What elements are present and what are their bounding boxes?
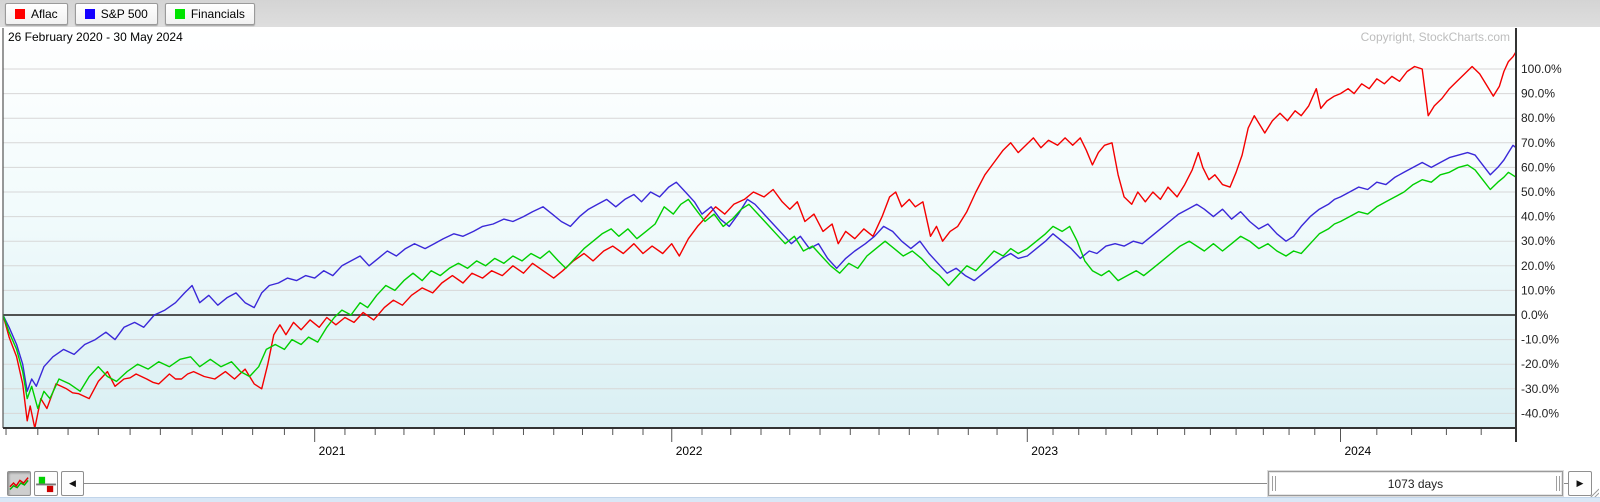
slider-grip-right-icon [1556,476,1561,491]
performance-chart: 100.0% 90.0% 80.0% 70.0% 60.0% 50.0% 40.0% 30.0… [2,28,1562,458]
date-range-label: 26 February 2020 - 30 May 2024 [8,30,183,44]
svg-text:70.0%: 70.0% [1521,136,1555,150]
sp500-color-swatch-icon [84,9,95,19]
legend-label-sp500: S&P 500 [100,7,148,21]
legend-button-sp500[interactable]: S&P 500 [74,3,158,25]
range-days-label: 1073 days [1387,476,1444,491]
histogram-chart-icon [36,476,56,492]
chart-controls-bar: ◀ 1073 days ▶ [0,468,1600,499]
legend-label-aflac: Aflac [31,7,58,21]
copyright-label: Copyright, StockCharts.com [1360,30,1510,44]
legend-button-aflac[interactable]: Aflac [5,3,68,25]
slider-grip-left-icon [1272,476,1277,491]
svg-text:50.0%: 50.0% [1521,185,1555,199]
legend-buttons: Aflac S&P 500 Financials [5,3,255,25]
svg-text:-30.0%: -30.0% [1521,382,1559,396]
right-arrow-icon: ▶ [1576,478,1584,488]
svg-text:0.0%: 0.0% [1521,308,1549,322]
line-chart-icon [9,476,29,490]
svg-text:80.0%: 80.0% [1521,111,1555,125]
range-slider-handle[interactable]: 1073 days [1268,471,1563,496]
svg-text:2022: 2022 [676,444,703,458]
financials-color-swatch-icon [174,9,185,19]
left-arrow-icon: ◀ [69,478,76,488]
histogram-mode-button[interactable] [34,471,58,496]
scroll-left-button[interactable]: ◀ [61,471,84,496]
legend-label-financials: Financials [190,7,245,21]
svg-text:100.0%: 100.0% [1521,62,1562,76]
bottom-divider-strip [0,497,1600,502]
svg-text:2021: 2021 [319,444,346,458]
svg-text:-40.0%: -40.0% [1521,406,1559,420]
svg-text:30.0%: 30.0% [1521,234,1555,248]
legend-bar: Aflac S&P 500 Financials [0,0,1600,27]
aflac-color-swatch-icon [15,9,25,19]
legend-button-financials[interactable]: Financials [164,3,255,25]
svg-text:2023: 2023 [1031,444,1058,458]
svg-text:-10.0%: -10.0% [1521,333,1559,347]
svg-text:60.0%: 60.0% [1521,160,1555,174]
line-mode-button[interactable] [7,471,31,496]
range-slider-track[interactable] [84,483,1568,484]
svg-text:2024: 2024 [1344,444,1371,458]
svg-text:-20.0%: -20.0% [1521,357,1559,371]
svg-text:40.0%: 40.0% [1521,210,1555,224]
svg-text:90.0%: 90.0% [1521,87,1555,101]
svg-text:10.0%: 10.0% [1521,283,1555,297]
svg-text:20.0%: 20.0% [1521,259,1555,273]
scroll-right-button[interactable]: ▶ [1568,471,1592,496]
